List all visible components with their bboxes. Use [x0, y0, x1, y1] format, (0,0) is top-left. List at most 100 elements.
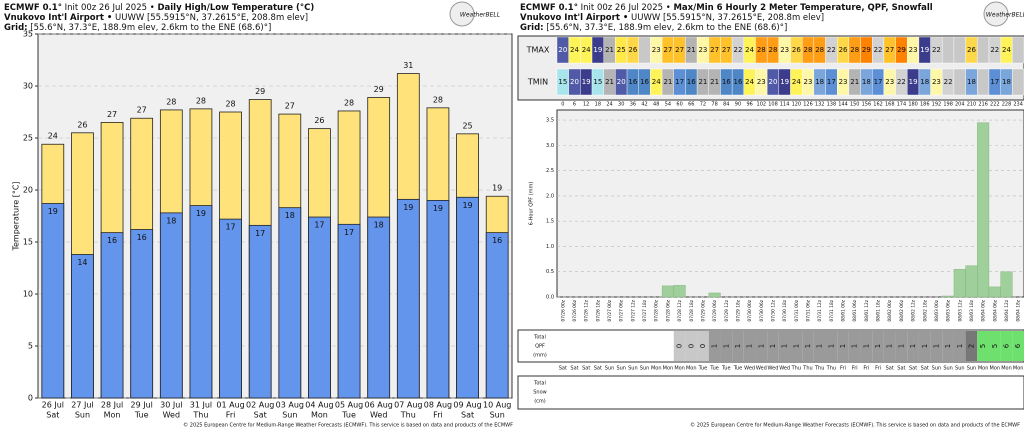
value-label: 17: [225, 223, 235, 232]
x-tick-sublabel: Sun: [75, 411, 90, 420]
weekday-label: Tue: [709, 366, 719, 372]
time-label: 08/04 18z: [1016, 299, 1022, 321]
weekday-label: Thu: [802, 366, 812, 372]
cell-value: 18: [815, 78, 824, 86]
qpf-total-cell: [673, 331, 686, 361]
y-tick-label: 1.5: [546, 219, 554, 225]
cell-value: 22: [734, 46, 743, 54]
header-line: ECMWF 0.1° Init 00z 26 Jul 2025 • Max/Mi…: [520, 3, 933, 13]
time-label: 07/30 18z: [782, 299, 788, 321]
cell-value: 19: [582, 78, 591, 86]
weekday-label: Thu: [791, 366, 801, 372]
hour-label: 102: [757, 102, 767, 108]
cell-value: 27: [675, 46, 684, 54]
bar: [367, 216, 391, 399]
y-tick-label: 3.5: [546, 118, 554, 124]
time-label: 08/04 06z: [992, 299, 998, 321]
hour-label: 12: [583, 102, 589, 108]
weekday-label: Sun: [628, 366, 638, 372]
cell-value: 2: [967, 344, 975, 348]
qpf-total-cell: [662, 331, 674, 361]
init: Init 00z 26 Jul 2025 •: [65, 3, 155, 13]
hour-label: 132: [815, 102, 825, 108]
time-label: 07/28 12z: [677, 299, 683, 321]
bar: [189, 205, 213, 399]
hour-label: 72: [700, 102, 706, 108]
time-label: 07/26 12z: [584, 299, 590, 321]
qpf-total-cell: [825, 331, 838, 361]
x-tick-label: 30 Jul: [160, 401, 182, 410]
time-label: 08/03 00z: [934, 299, 940, 321]
cell-value: 23: [652, 46, 661, 54]
hour-label: 156: [862, 102, 872, 108]
bar: [485, 232, 509, 399]
temp-cell: [953, 36, 966, 64]
time-label: 07/30 00z: [747, 299, 753, 321]
bar: [278, 207, 302, 399]
cell-value: 16: [640, 78, 649, 86]
x-tick-sublabel: Sat: [254, 411, 267, 420]
cell-value: 23: [698, 46, 707, 54]
x-tick-sublabel: Thu: [400, 411, 416, 420]
value-label: 17: [344, 228, 354, 237]
weekday-label: Sun: [640, 366, 650, 372]
qpf-total-cell: [977, 331, 989, 361]
qpf-total-cell: [907, 331, 919, 361]
cell-value: 19: [920, 46, 929, 54]
qpf-bar: [673, 285, 686, 298]
hour-label: 60: [676, 102, 682, 108]
cell-value: 21: [687, 46, 696, 54]
qpf-total-cell: [953, 331, 966, 361]
qpf-total-cell: [860, 331, 873, 361]
qpf-total-cell: [965, 331, 978, 361]
value-label: 19: [403, 203, 413, 212]
model: ECMWF 0.1°: [4, 3, 62, 13]
cell-value: 19: [780, 78, 789, 86]
qpf-total-cell: [568, 331, 581, 361]
time-label: 07/30 06z: [759, 299, 765, 321]
bar: [100, 232, 124, 399]
qpf-bar: [977, 122, 990, 298]
qpf-total-cell: [685, 331, 698, 361]
y-tick-label: 0.5: [546, 269, 554, 275]
time-label: 07/31 00z: [794, 299, 800, 321]
cell-value: 18: [920, 78, 929, 86]
cell-value: 25: [617, 46, 626, 54]
hour-label: 222: [990, 102, 1000, 108]
cell-value: 28: [804, 46, 813, 54]
time-label: 07/30 12z: [770, 299, 776, 321]
cell-value: 21: [850, 78, 859, 86]
cell-value: 16: [628, 78, 637, 86]
weekday-label: Mon: [1013, 366, 1024, 372]
hour-label: 18: [595, 102, 601, 108]
qpf-total-cell: [883, 331, 896, 361]
hour-label: 30: [618, 102, 624, 108]
weekday-label: Mon: [651, 366, 662, 372]
hour-label: 36: [630, 102, 636, 108]
cell-value: 6: [1002, 343, 1010, 348]
time-label: 08/03 06z: [946, 299, 952, 321]
qpf-bar: [708, 292, 721, 298]
cell-value: 19: [593, 46, 602, 54]
weekday-label: Mon: [1001, 366, 1012, 372]
time-label: 08/04 00z: [981, 299, 987, 321]
weekday-label: Sat: [582, 366, 590, 372]
value-label: 19: [196, 209, 206, 218]
cell-value: 18: [967, 78, 976, 86]
hour-label: 180: [908, 102, 918, 108]
value-label: 31: [403, 61, 413, 70]
total-snow-box: [517, 375, 1024, 410]
time-label: 07/29 12z: [724, 299, 730, 321]
weekday-label: Sat: [909, 366, 917, 372]
station: Vnukovo Int'l Airport •: [4, 13, 112, 23]
cell-value: 17: [827, 78, 836, 86]
hour-label: 144: [838, 102, 848, 108]
weekday-label: Wed: [744, 366, 755, 372]
cell-value: 15: [558, 78, 567, 86]
value-label: 19: [492, 184, 502, 193]
value-label: 28: [166, 97, 176, 106]
time-label: 07/29 00z: [700, 299, 706, 321]
cell-value: 18: [1002, 78, 1011, 86]
hour-label: 48: [653, 102, 659, 108]
hour-label: 210: [967, 102, 977, 108]
